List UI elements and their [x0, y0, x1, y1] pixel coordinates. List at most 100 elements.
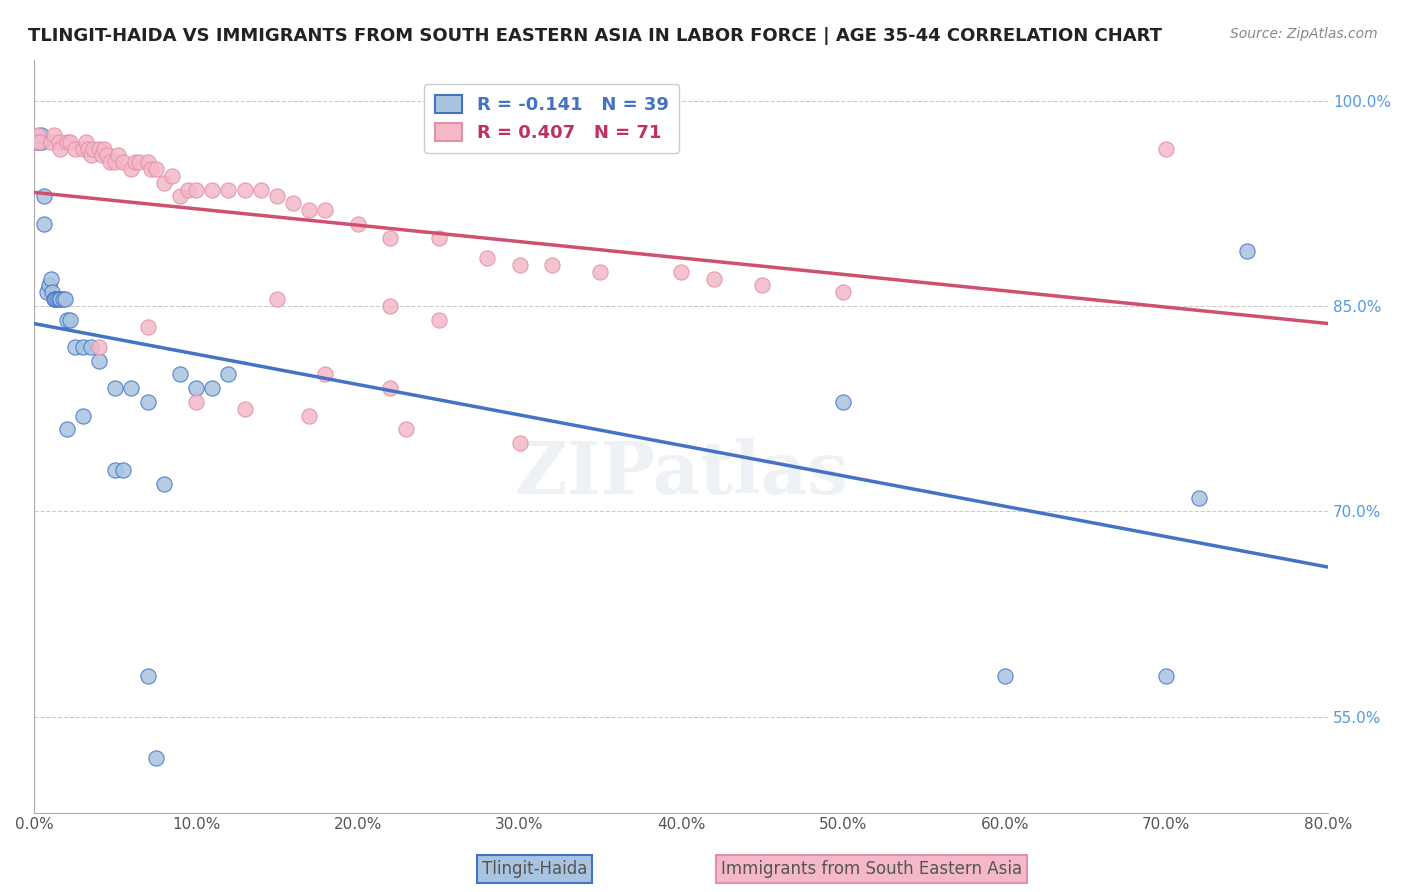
Point [37, 285, 59, 300]
Point [59, 135, 82, 149]
Point [104, 381, 127, 395]
Point [96, 148, 118, 162]
Point [39, 271, 62, 285]
Text: ZIPatlas: ZIPatlas [515, 438, 848, 509]
Point [169, 368, 191, 382]
Point [75, 135, 97, 149]
Point [49, 292, 72, 306]
Point [91, 148, 114, 162]
Point [87, 340, 110, 354]
Point [128, 155, 150, 169]
Point [100, 155, 122, 169]
Point [169, 189, 191, 203]
Point [541, 258, 564, 272]
Point [136, 668, 159, 682]
Point [48, 292, 70, 306]
Point [104, 463, 127, 477]
Point [80, 340, 103, 354]
Point [82, 142, 104, 156]
Point [589, 265, 612, 279]
Point [87, 142, 110, 156]
Point [298, 203, 321, 218]
Point [1398, 107, 1406, 121]
Point [44, 292, 66, 306]
Text: TLINGIT-HAIDA VS IMMIGRANTS FROM SOUTH EASTERN ASIA IN LABOR FORCE | AGE 35-44 C: TLINGIT-HAIDA VS IMMIGRANTS FROM SOUTH E… [28, 27, 1163, 45]
Point [25, 135, 48, 149]
Point [427, 230, 450, 244]
Point [136, 394, 159, 409]
Point [266, 189, 288, 203]
Point [378, 381, 401, 395]
Point [42, 292, 65, 306]
Point [281, 196, 304, 211]
Point [124, 155, 146, 169]
Point [703, 271, 725, 285]
Point [177, 183, 200, 197]
Point [63, 340, 86, 354]
Point [80, 148, 103, 162]
Point [59, 312, 82, 326]
Point [671, 265, 693, 279]
Point [139, 162, 162, 177]
Point [52, 292, 75, 306]
Point [152, 176, 174, 190]
Point [72, 340, 94, 354]
Point [55, 135, 77, 149]
Text: Tlingit-Haida: Tlingit-Haida [482, 860, 586, 878]
Point [1156, 668, 1178, 682]
Point [120, 162, 142, 177]
Point [120, 381, 142, 395]
Point [477, 251, 499, 265]
Point [1188, 491, 1211, 505]
Point [55, 312, 77, 326]
Point [31, 135, 53, 149]
Point [32, 189, 55, 203]
Point [751, 278, 773, 293]
Point [72, 409, 94, 423]
Point [378, 299, 401, 313]
Point [27, 128, 49, 142]
Point [38, 278, 60, 293]
Point [145, 162, 167, 177]
Point [249, 183, 271, 197]
Point [87, 353, 110, 368]
Point [107, 148, 129, 162]
Point [55, 422, 77, 436]
Point [266, 292, 288, 306]
Point [427, 312, 450, 326]
Point [184, 183, 207, 197]
Point [184, 381, 207, 395]
Point [509, 436, 531, 450]
Point [136, 155, 159, 169]
Point [346, 217, 368, 231]
Point [314, 368, 336, 382]
Point [314, 203, 336, 218]
Point [994, 668, 1017, 682]
Point [201, 183, 224, 197]
Point [233, 401, 256, 416]
Point [233, 183, 256, 197]
Point [184, 394, 207, 409]
Text: Source: ZipAtlas.com: Source: ZipAtlas.com [1230, 27, 1378, 41]
Point [217, 368, 239, 382]
Point [152, 477, 174, 491]
Point [1236, 244, 1258, 259]
Point [39, 135, 62, 149]
Point [145, 751, 167, 765]
Point [42, 128, 65, 142]
Point [53, 292, 76, 306]
Point [378, 230, 401, 244]
Text: Immigrants from South Eastern Asia: Immigrants from South Eastern Asia [721, 860, 1022, 878]
Point [49, 142, 72, 156]
Point [76, 142, 98, 156]
Point [112, 155, 135, 169]
Point [298, 409, 321, 423]
Point [832, 285, 855, 300]
Point [160, 169, 183, 183]
Point [136, 319, 159, 334]
Point [48, 135, 70, 149]
Point [28, 135, 51, 149]
Point [32, 217, 55, 231]
Point [28, 135, 51, 149]
Point [509, 258, 531, 272]
